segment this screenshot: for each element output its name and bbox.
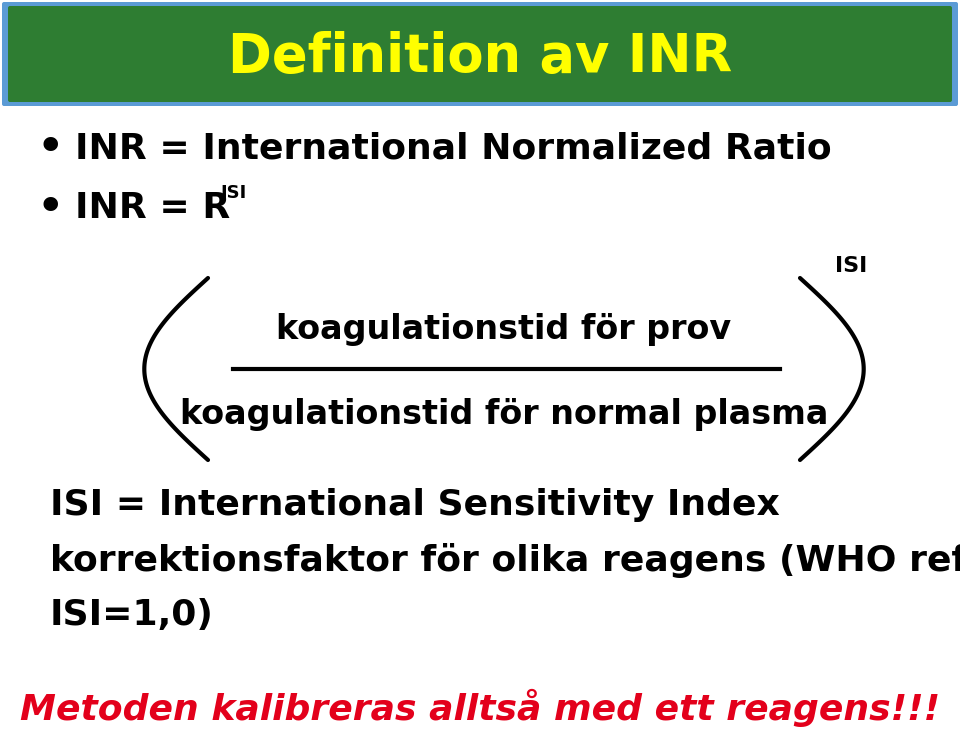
Text: ISI = International Sensitivity Index: ISI = International Sensitivity Index <box>50 488 780 522</box>
Text: koagulationstid för prov: koagulationstid för prov <box>276 312 732 346</box>
Text: Metoden kalibreras alltså med ett reagens!!!: Metoden kalibreras alltså med ett reagen… <box>20 689 940 727</box>
FancyBboxPatch shape <box>8 6 952 102</box>
Text: INR = International Normalized Ratio: INR = International Normalized Ratio <box>75 131 831 165</box>
Text: korrektionsfaktor för olika reagens (WHO ref. reagens: korrektionsfaktor för olika reagens (WHO… <box>50 542 960 578</box>
Text: •: • <box>36 124 64 172</box>
Text: INR = R: INR = R <box>75 191 230 225</box>
Text: koagulationstid för normal plasma: koagulationstid för normal plasma <box>180 398 828 431</box>
Text: ISI: ISI <box>220 184 247 202</box>
Text: ISI: ISI <box>835 256 867 276</box>
Text: Definition av INR: Definition av INR <box>228 31 732 83</box>
Text: •: • <box>36 184 64 232</box>
Text: ISI=1,0): ISI=1,0) <box>50 598 214 632</box>
FancyBboxPatch shape <box>2 2 958 106</box>
